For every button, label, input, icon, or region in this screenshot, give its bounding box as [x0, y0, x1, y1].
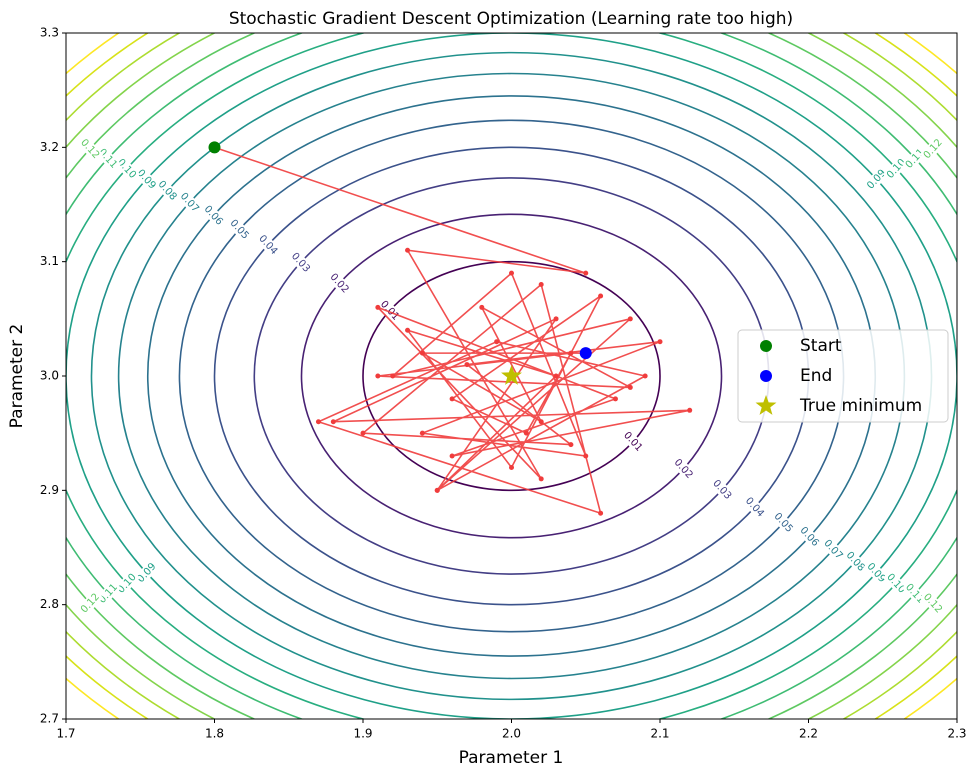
contour-label-bg: [133, 165, 160, 193]
path-point: [538, 419, 544, 425]
x-tick-label: 2.1: [650, 727, 669, 741]
path-point: [583, 453, 589, 459]
contour-label-bg: [226, 215, 253, 244]
path-point: [434, 487, 440, 493]
path-point: [479, 304, 485, 310]
path-point: [419, 430, 425, 436]
path-point: [687, 407, 693, 413]
contour-label-bg: [842, 547, 869, 576]
path-point: [375, 373, 381, 379]
contour-label-bg: [376, 296, 404, 325]
contour-label-bg: [113, 569, 141, 598]
marker-point: [501, 365, 522, 385]
x-tick-label: 1.9: [353, 727, 372, 741]
contour-label-bg: [901, 579, 929, 608]
y-axis-label: Parameter 2: [7, 324, 27, 429]
contour-label-bg: [820, 535, 847, 564]
contour-label-bg: [796, 522, 823, 551]
x-tick-label: 2.0: [502, 727, 521, 741]
path-point: [568, 442, 574, 448]
path-point: [538, 282, 544, 288]
contour-label-bg: [76, 135, 104, 163]
path-point: [464, 362, 470, 368]
path-point: [494, 339, 500, 345]
contour-label-bg: [176, 188, 203, 217]
x-tick-label: 1.8: [205, 727, 224, 741]
y-tick-label: 3.3: [40, 26, 59, 40]
x-axis-label: Parameter 1: [459, 748, 564, 768]
y-tick-label: 3.2: [40, 140, 59, 154]
path-point: [509, 270, 514, 276]
path-point: [627, 384, 633, 390]
chart-title: Stochastic Gradient Descent Optimization…: [229, 9, 793, 29]
contour-label-bg: [94, 579, 122, 608]
x-tick-label: 2.2: [799, 727, 818, 741]
legend-marker: [755, 395, 777, 415]
contour-line: [362, 260, 661, 492]
legend-marker: [760, 370, 772, 382]
y-tick-label: 3.1: [40, 254, 59, 268]
path-point: [390, 373, 396, 379]
path-point: [598, 293, 604, 299]
contour-line: [300, 213, 723, 539]
contour-label-bg: [76, 589, 104, 617]
path-point: [583, 270, 589, 276]
path-point: [360, 430, 366, 436]
path-point: [449, 453, 455, 459]
x-tick-label: 2.3: [947, 727, 966, 741]
path-point: [315, 419, 321, 425]
contour-label-bg: [200, 201, 227, 230]
contour-label-bg: [326, 269, 353, 297]
contour-label-bg: [919, 135, 947, 163]
contour-label-bg: [133, 559, 160, 587]
contour-label-bg: [255, 231, 282, 259]
path-point: [642, 373, 648, 379]
y-tick-label: 2.8: [40, 597, 59, 611]
y-tick-label: 2.7: [40, 712, 59, 726]
path-point: [523, 430, 529, 436]
path-point: [568, 350, 574, 356]
path-point: [405, 247, 411, 253]
path-point: [330, 419, 336, 425]
contour-label-bg: [287, 248, 314, 277]
path-point: [553, 373, 559, 379]
path-point: [553, 316, 559, 322]
y-tick-label: 2.9: [40, 483, 59, 497]
contour-label-bg: [863, 165, 890, 193]
contour-label-bg: [741, 493, 768, 521]
contour-label-bg: [154, 176, 181, 205]
contour-label-bg: [770, 508, 797, 537]
path-point: [657, 339, 663, 345]
path-point: [612, 396, 618, 402]
contour-label-bg: [619, 427, 647, 456]
path-point: [449, 396, 455, 402]
path-point: [598, 510, 604, 516]
legend-label: End: [800, 366, 832, 386]
contour-label-bg: [94, 144, 122, 173]
contour-label-bg: [863, 559, 890, 587]
contour-label-bg: [670, 455, 697, 483]
contour-label-bg: [901, 144, 929, 173]
path-point: [627, 316, 633, 322]
path-point: [405, 327, 411, 333]
contour-label-bg: [709, 475, 736, 504]
path-point: [538, 476, 544, 482]
legend-label: Start: [800, 336, 842, 356]
legend-box: [737, 329, 949, 423]
legend-marker: [760, 340, 772, 352]
path-point: [509, 464, 514, 470]
marker-point: [208, 141, 221, 154]
path-point: [419, 350, 425, 356]
contour-label-bg: [113, 154, 141, 183]
path-point: [375, 304, 381, 310]
y-tick-label: 3.0: [40, 369, 59, 383]
contour-label-bg: [882, 569, 910, 598]
marker-point: [579, 347, 592, 360]
contour-label-bg: [882, 154, 910, 183]
legend-label: True minimum: [799, 396, 922, 416]
x-tick-label: 1.7: [56, 727, 75, 741]
contour-label-bg: [919, 589, 947, 617]
